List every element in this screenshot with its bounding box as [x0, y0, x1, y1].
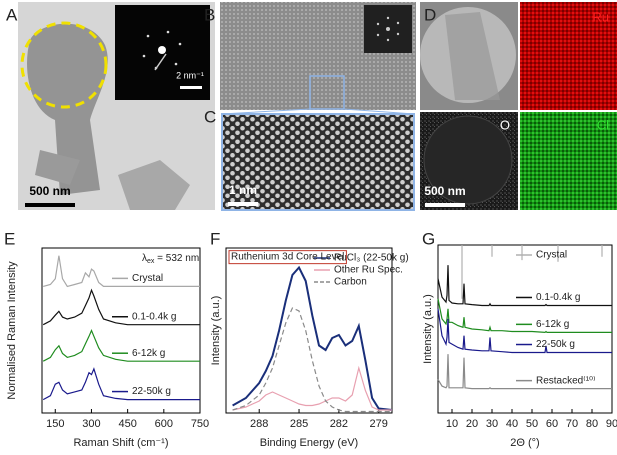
panel-label: E [4, 229, 15, 248]
scale-bar [228, 202, 258, 206]
hrtem-image-c [221, 113, 415, 211]
element-label: Ru [592, 9, 609, 24]
legend-label: RuCl₃ (22-50k g) [334, 253, 409, 264]
legend-label: 0.1-0.4k g [132, 311, 176, 322]
series-line [42, 328, 200, 362]
panel-label: D [424, 5, 436, 24]
series-line [437, 265, 612, 307]
series-line [437, 298, 612, 334]
series-line [42, 367, 200, 401]
x-tick-label: 285 [290, 418, 308, 430]
series-line [232, 307, 392, 413]
scale-label: 1 nm [229, 183, 257, 197]
x-tick-label: 50 [526, 418, 538, 430]
legend-label: 6-12k g [132, 348, 165, 359]
plot-frame [437, 244, 613, 414]
panel-label: B [204, 5, 215, 24]
panel-label: F [210, 229, 220, 248]
panel-label: G [422, 229, 435, 248]
series-line [437, 308, 612, 354]
chart-title: Ruthenium 3d Core Level [231, 252, 344, 263]
x-tick-label: 60 [546, 418, 558, 430]
zoom-box [309, 75, 345, 110]
legend-label: Other Ru Spec. [334, 265, 403, 276]
scale-label: 2 nm⁻¹ [176, 70, 204, 80]
legend-label: Crystal [132, 273, 163, 284]
series-line [42, 288, 200, 326]
x-tick-label: 150 [46, 418, 64, 430]
y-axis-title: Intensity (a.u.) [422, 294, 434, 364]
legend-label: 6-12k g [536, 319, 569, 330]
x-tick-label: 450 [118, 418, 136, 430]
annotation-text: = 532 nm [154, 253, 199, 264]
scale-label: 500 nm [29, 184, 70, 198]
ru-map [520, 2, 617, 110]
legend-label: 22-50k g [132, 386, 171, 397]
legend-label: 0.1-0.4k g [536, 292, 580, 303]
series-line [232, 365, 392, 411]
x-axis-title: Raman Shift (cm⁻¹) [73, 437, 168, 449]
legend-label: Restacked⁽¹⁰⁾ [536, 375, 596, 386]
series-line [43, 255, 200, 288]
o-circle [423, 115, 513, 205]
series-line [232, 265, 393, 411]
cl-map [520, 112, 617, 210]
x-tick-label: 40 [506, 418, 518, 430]
element-label: O [500, 117, 510, 132]
x-tick-label: 288 [250, 418, 268, 430]
y-axis-title: Intensity (a.u.) [210, 296, 222, 366]
annotation-subscript: ex [147, 258, 155, 265]
x-tick-label: 750 [191, 418, 209, 430]
plot-frame [41, 247, 201, 414]
x-tick-label: 30 [486, 418, 498, 430]
series-line [437, 354, 612, 390]
tem-image-a [18, 2, 215, 210]
panel-label: A [6, 5, 18, 24]
x-tick-label: 10 [446, 418, 458, 430]
fft-spots [376, 16, 400, 42]
y-axis-title: Normalised Raman Intensity [6, 261, 18, 400]
panel-label: C [204, 107, 216, 126]
annotation: λex = 532 nm [142, 253, 199, 266]
legend-label: 22-50k g [536, 339, 575, 350]
x-tick-label: 20 [466, 418, 478, 430]
x-tick-label: 600 [155, 418, 173, 430]
legend-label: Crystal [536, 250, 567, 261]
x-axis-title: 2Θ (°) [510, 437, 539, 449]
element-label: Cl [597, 117, 609, 132]
scale-bar [425, 203, 465, 207]
legend-label: Carbon [334, 277, 367, 288]
annotation-symbol: λ [142, 253, 147, 264]
x-tick-label: 279 [370, 418, 388, 430]
x-tick-label: 70 [566, 418, 578, 430]
x-axis-title: Binding Energy (eV) [260, 437, 358, 449]
title-box [228, 250, 347, 265]
flake [445, 12, 500, 100]
x-tick-label: 80 [586, 418, 598, 430]
scale-label: 500 nm [424, 184, 465, 198]
plot-frame [225, 247, 393, 414]
x-tick-label: 90 [606, 418, 617, 430]
x-tick-label: 282 [330, 418, 348, 430]
x-tick-label: 300 [82, 418, 100, 430]
